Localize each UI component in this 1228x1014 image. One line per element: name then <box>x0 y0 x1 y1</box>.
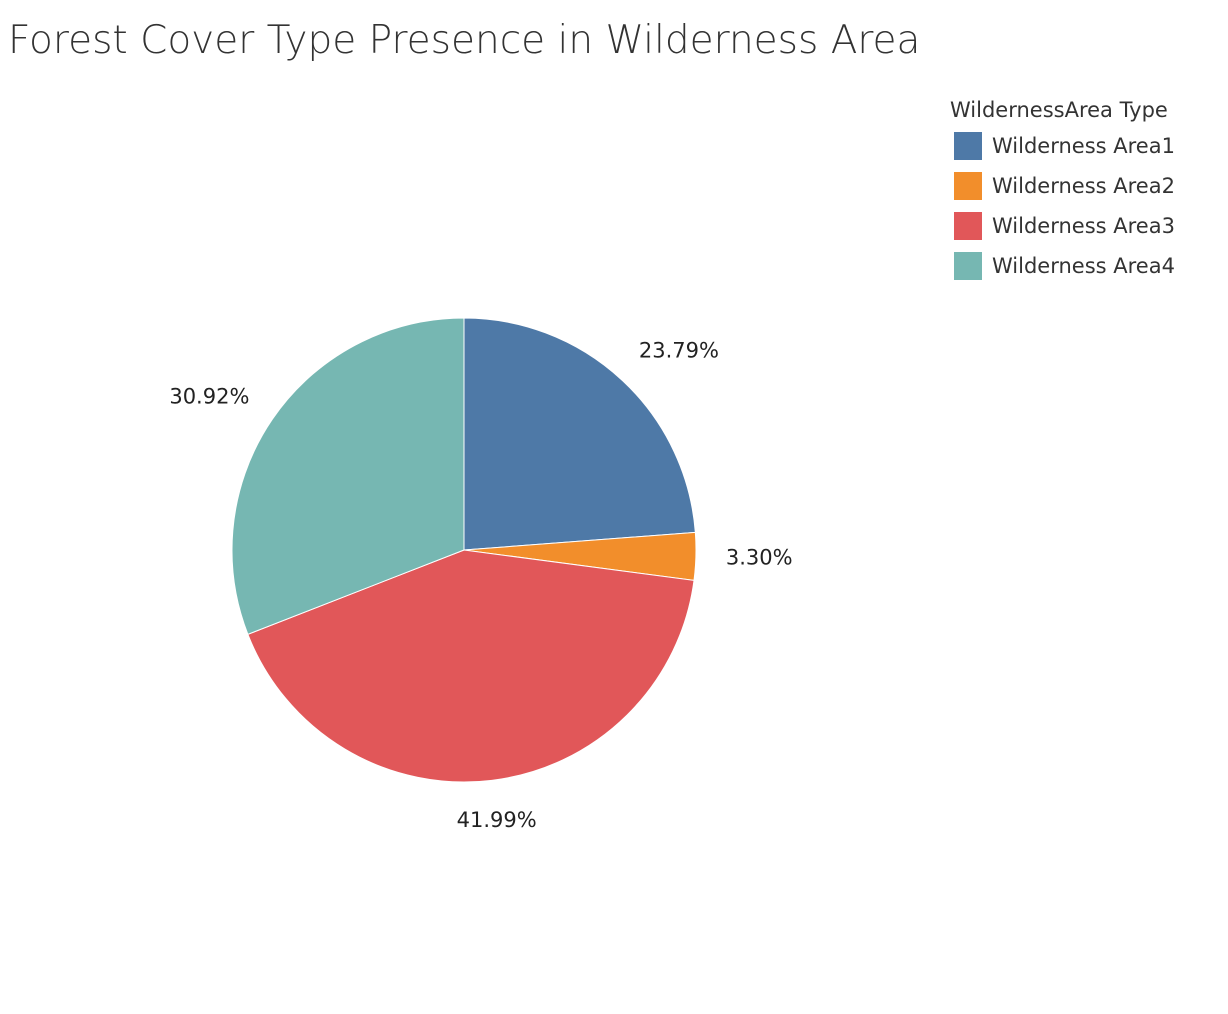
legend-swatch <box>954 172 982 200</box>
legend-label: Wilderness Area4 <box>992 254 1175 278</box>
chart-title: Forest Cover Type Presence in Wilderness… <box>8 18 921 63</box>
slice-label-area2: 3.30% <box>726 546 793 570</box>
pie-slice-area3[interactable] <box>247 549 695 783</box>
legend-item-area2[interactable]: Wilderness Area2 <box>950 166 1220 206</box>
legend-swatch <box>954 252 982 280</box>
legend-item-area1[interactable]: Wilderness Area1 <box>950 126 1220 166</box>
slice-label-area3: 41.99% <box>457 808 537 832</box>
slice-label-area1: 23.79% <box>639 338 719 362</box>
legend-label: Wilderness Area1 <box>992 134 1175 158</box>
pie-slice-area4[interactable] <box>231 317 465 635</box>
legend-swatch <box>954 212 982 240</box>
legend: WildernessArea Type Wilderness Area1 Wil… <box>950 94 1220 286</box>
legend-label: Wilderness Area2 <box>992 174 1175 198</box>
legend-item-area3[interactable]: Wilderness Area3 <box>950 206 1220 246</box>
legend-swatch <box>954 132 982 160</box>
legend-item-area4[interactable]: Wilderness Area4 <box>950 246 1220 286</box>
slice-label-area4: 30.92% <box>169 385 249 409</box>
pie-slice-area1[interactable] <box>463 317 696 551</box>
legend-title: WildernessArea Type <box>950 98 1168 122</box>
legend-label: Wilderness Area3 <box>992 214 1175 238</box>
